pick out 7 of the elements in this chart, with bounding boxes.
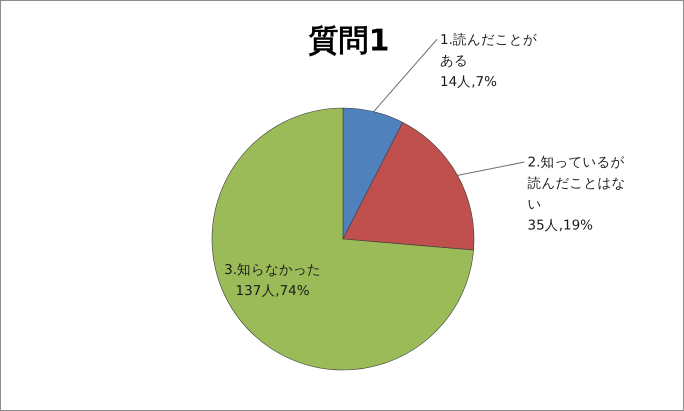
data-label: 137人,74% (236, 282, 310, 299)
data-label: 14人,7% (440, 74, 498, 90)
slice-label: 2.知っているが読んだことはない (528, 154, 626, 213)
slice-label: 3.知らなかった (224, 262, 322, 278)
chart-title: 質問1 (308, 24, 390, 58)
data-label: 35人,19% (528, 218, 594, 234)
slice-label: 1.読んだことがある (440, 32, 538, 69)
